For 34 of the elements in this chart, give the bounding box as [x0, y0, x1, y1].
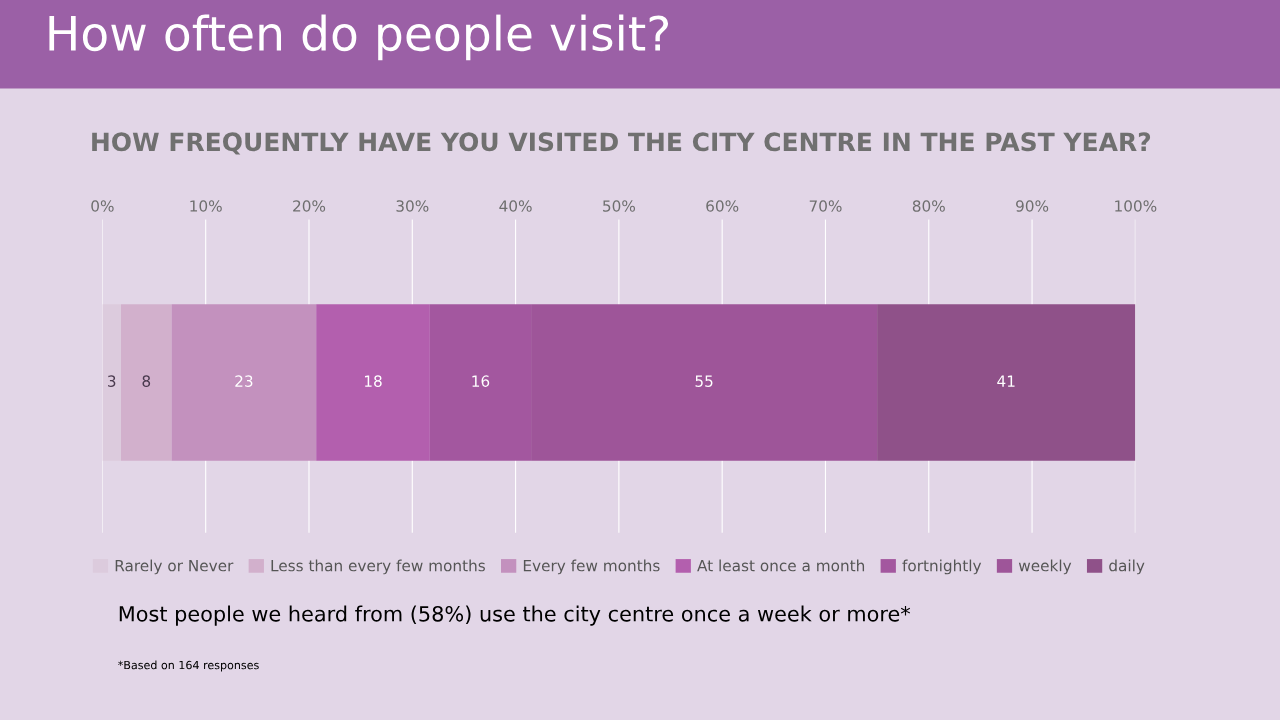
annotation: 41	[997, 375, 1015, 387]
legend-label: Every few months	[523, 559, 660, 575]
x-tick-label: 20%	[293, 200, 326, 212]
legend-label: weekly	[1018, 559, 1072, 575]
chart-subtitle: HOW FREQUENTLY HAVE YOU VISITED THE CITY CENTRE IN THE PAST YEAR?	[92, 132, 1151, 155]
bar	[120, 304, 172, 461]
legend-label: At least once a month	[697, 559, 865, 572]
bar	[316, 304, 430, 461]
bar	[171, 304, 317, 461]
text: Most people we heard from (58%) use the city centre once a week or more*	[119, 605, 911, 626]
x-tick-label: 0%	[91, 200, 114, 212]
x-tick-label: 70%	[809, 200, 842, 212]
x-tick-label: 10%	[190, 200, 222, 212]
bar	[102, 304, 121, 461]
x-tick-label: 100%	[1115, 200, 1157, 212]
x-tick-label: 80%	[912, 200, 945, 212]
chart-title: How often do people visit?	[49, 14, 669, 61]
text: *Based on 164 responses	[118, 660, 259, 672]
x-tick-label: 30%	[396, 200, 429, 212]
legend-label: daily	[1109, 559, 1145, 575]
annotation: 3	[108, 375, 116, 387]
x-tick-label: 40%	[499, 200, 532, 212]
legend-label: Less than every few months	[271, 559, 485, 575]
x-tick-label: 60%	[706, 200, 739, 212]
legend-label: Rarely or Never	[115, 559, 234, 575]
annotation: 8	[142, 375, 151, 387]
annotation: 18	[364, 375, 382, 387]
legend-label: fortnightly	[902, 559, 982, 575]
x-tick-label: 50%	[603, 200, 636, 212]
annotation: 16	[472, 375, 490, 387]
bar	[877, 304, 1136, 461]
annotation: 23	[235, 375, 253, 387]
annotation: 55	[695, 375, 713, 387]
x-tick-label: 90%	[1016, 200, 1049, 212]
